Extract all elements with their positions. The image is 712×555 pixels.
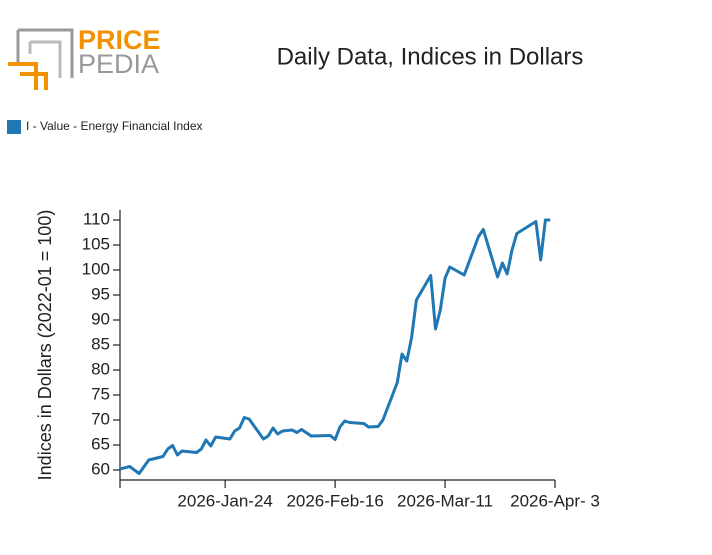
y-tick-label: 110	[83, 209, 110, 228]
logo-text: PEDIA	[78, 49, 159, 79]
x-tick-label: 2026-Mar-11	[397, 491, 493, 510]
logo-frame	[28, 40, 62, 78]
x-tick-label: 2026-Apr- 3	[510, 491, 600, 510]
y-tick-label: 65	[91, 434, 110, 453]
y-tick-label: 85	[91, 334, 110, 353]
x-tick-label: 2026-Jan-24	[177, 491, 272, 510]
y-tick-label: 100	[82, 259, 110, 278]
logo-frame	[16, 28, 74, 78]
y-tick-label: 80	[91, 359, 110, 378]
data-line	[119, 218, 551, 475]
logo-mark	[8, 62, 48, 90]
legend-swatch	[7, 120, 21, 134]
x-tick-label: 2026-Feb-16	[286, 491, 383, 510]
y-tick-label: 60	[91, 459, 110, 478]
y-tick-label: 70	[91, 409, 110, 428]
legend-label: I - Value - Energy Financial Index	[26, 119, 203, 133]
y-tick-label: 90	[91, 309, 110, 328]
y-tick-label: 95	[91, 284, 110, 303]
logo: PRICE PEDIA	[8, 25, 161, 90]
chart-title: Daily Data, Indices in Dollars	[277, 43, 584, 70]
y-tick-label: 105	[82, 234, 110, 253]
y-tick-label: 75	[91, 384, 110, 403]
logo-text: PRICE	[78, 25, 161, 55]
y-axis-label: Indices in Dollars (2022-01 = 100)	[35, 210, 55, 481]
